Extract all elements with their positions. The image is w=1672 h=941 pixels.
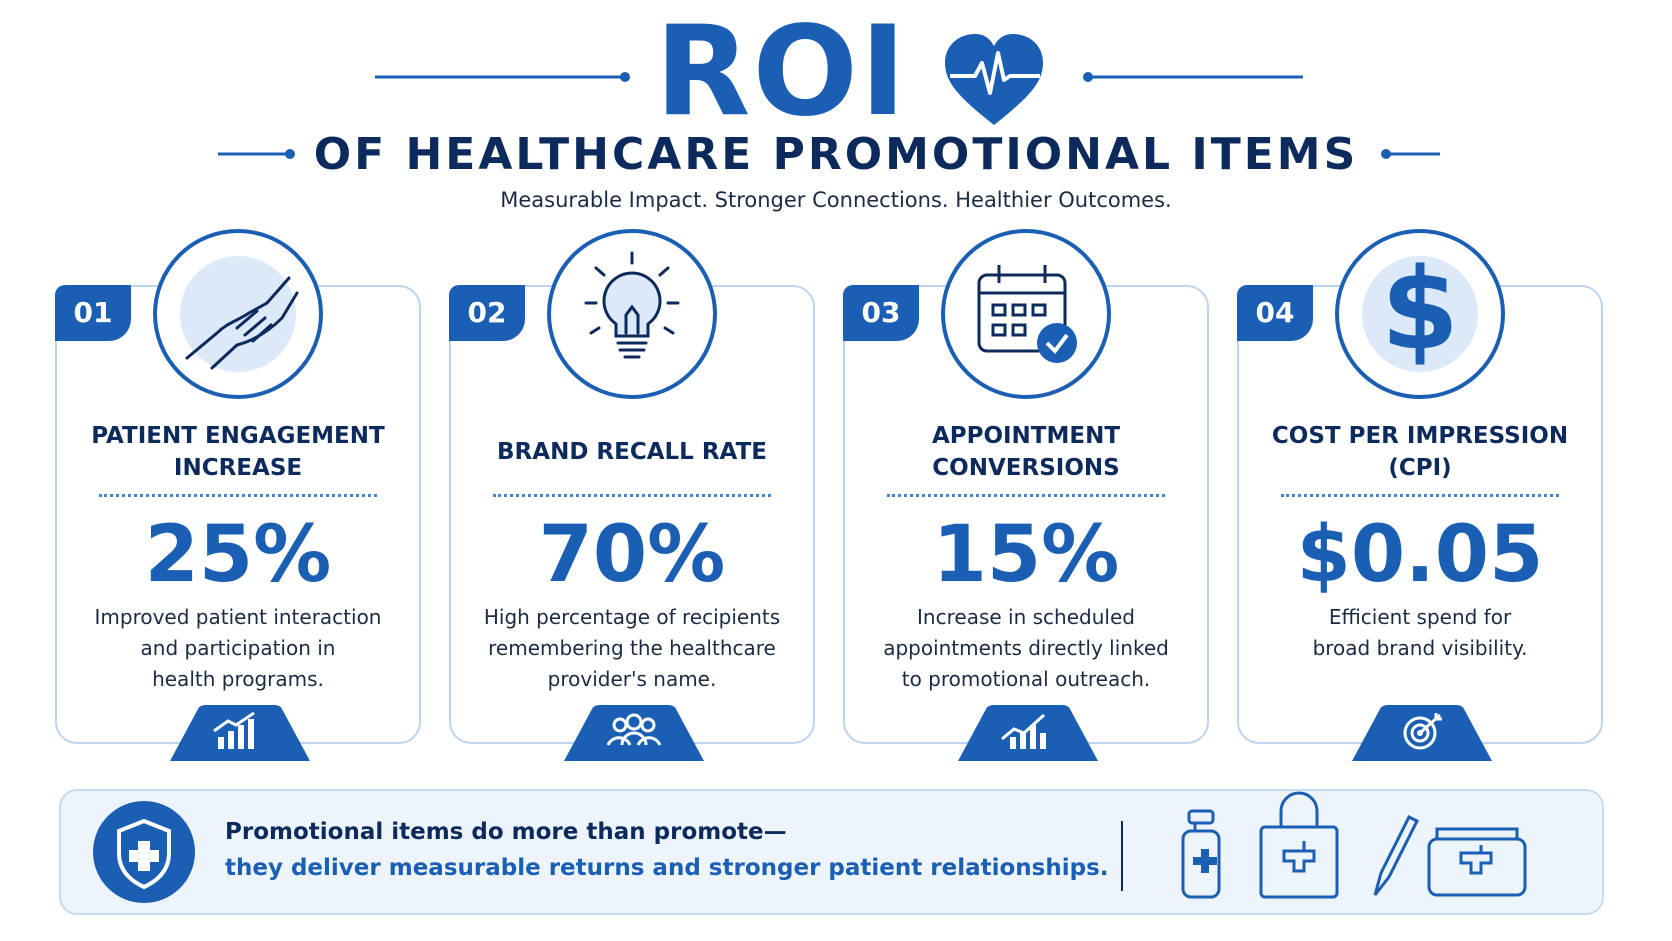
tagline: Measurable Impact. Stronger Connections.… [500, 188, 1172, 212]
divider [493, 494, 771, 497]
card-title-line: COST PER IMPRESSION [1271, 423, 1569, 449]
footer-line: Promotional items do more than promote— [225, 819, 787, 845]
icon [977, 265, 1077, 363]
card-title-line: APPOINTMENT [931, 423, 1121, 449]
card-number: 01 [55, 285, 131, 341]
card-title-line: (CPI) [1388, 455, 1452, 481]
card-title: BRAND RECALL RATE [451, 417, 813, 487]
card: 04 $ COST PER IMPRESSION (CPI) $0.05 Efficien… [1237, 229, 1603, 761]
icon-circle [547, 229, 717, 399]
card-value: 25% [144, 510, 332, 600]
card-number: 02 [449, 285, 525, 341]
description-line: health programs. [152, 667, 324, 691]
card-description: Efficient spend for broad brand visibilit… [1239, 602, 1601, 664]
card-title: PATIENT ENGAGEMENT INCREASE [57, 417, 419, 487]
divider [887, 494, 1165, 497]
description-line: Increase in scheduled [917, 605, 1135, 629]
subtitle-decor [218, 149, 1440, 159]
description-line: provider's name. [547, 667, 717, 691]
card-number: 03 [843, 285, 919, 341]
tab-icon [170, 705, 310, 761]
card-title-line: PATIENT ENGAGEMENT [91, 423, 385, 449]
subtitle: OF HEALTHCARE PROMOTIONAL ITEMS [313, 129, 1359, 180]
title: ROI [655, 0, 909, 144]
description-line: High percentage of recipients [483, 605, 781, 629]
icon-circle [941, 229, 1111, 399]
card-tab [564, 705, 704, 761]
card-tab [1352, 705, 1492, 761]
header-decor [375, 34, 1303, 125]
card: 01 PATIENT ENGAGEMENT INCREASE 25% Improved … [55, 229, 421, 761]
footer-line: they deliver measurable returns and stro… [225, 855, 1109, 881]
card-description: Increase in scheduled appointments direct… [845, 602, 1207, 695]
description-line: remembering the healthcare [488, 636, 776, 660]
card-title-line: CONVERSIONS [932, 455, 1120, 481]
footer-icons [93, 791, 1527, 903]
header: ROI [0, 8, 1672, 134]
card-value: $0.05 [1296, 510, 1544, 600]
card-value: 15% [932, 510, 1120, 600]
card-description: Improved patient interaction and particip… [57, 602, 419, 695]
tab-icon [958, 705, 1098, 761]
card-value: 70% [538, 510, 726, 600]
description-line: Efficient spend for [1328, 605, 1512, 629]
description-line: broad brand visibility. [1312, 636, 1528, 660]
tab-icon [1352, 705, 1492, 761]
card-title-line: BRAND RECALL RATE [497, 439, 767, 465]
card-description: High percentage of recipients remembering… [451, 602, 813, 695]
description-line: to promotional outreach. [901, 667, 1151, 691]
icon [180, 256, 299, 372]
icon: $ [1362, 245, 1478, 375]
svg-text:$: $ [1381, 245, 1459, 375]
icon [584, 251, 680, 359]
card-tab [170, 705, 310, 761]
icon-circle [153, 229, 323, 399]
divider [99, 494, 377, 497]
description-line: and participation in [140, 636, 336, 660]
footer: Promotional items do more than promote— … [59, 789, 1604, 915]
card: 03 APPOINTMENT CONVERSIONS 15% Increase in s… [843, 229, 1209, 761]
icon-circle: $ [1335, 229, 1505, 399]
description-line: Improved patient interaction [94, 605, 382, 629]
card-number: 04 [1237, 285, 1313, 341]
card-title: APPOINTMENT CONVERSIONS [845, 417, 1207, 487]
card-title: COST PER IMPRESSION (CPI) [1239, 417, 1601, 487]
card: 02 BRAND RECALL RATE 70% High percentage of… [449, 229, 815, 761]
card-title-line: INCREASE [173, 455, 303, 481]
card-tab [958, 705, 1098, 761]
description-line: appointments directly linked [883, 636, 1169, 660]
divider [1281, 494, 1559, 497]
tab-icon [564, 705, 704, 761]
